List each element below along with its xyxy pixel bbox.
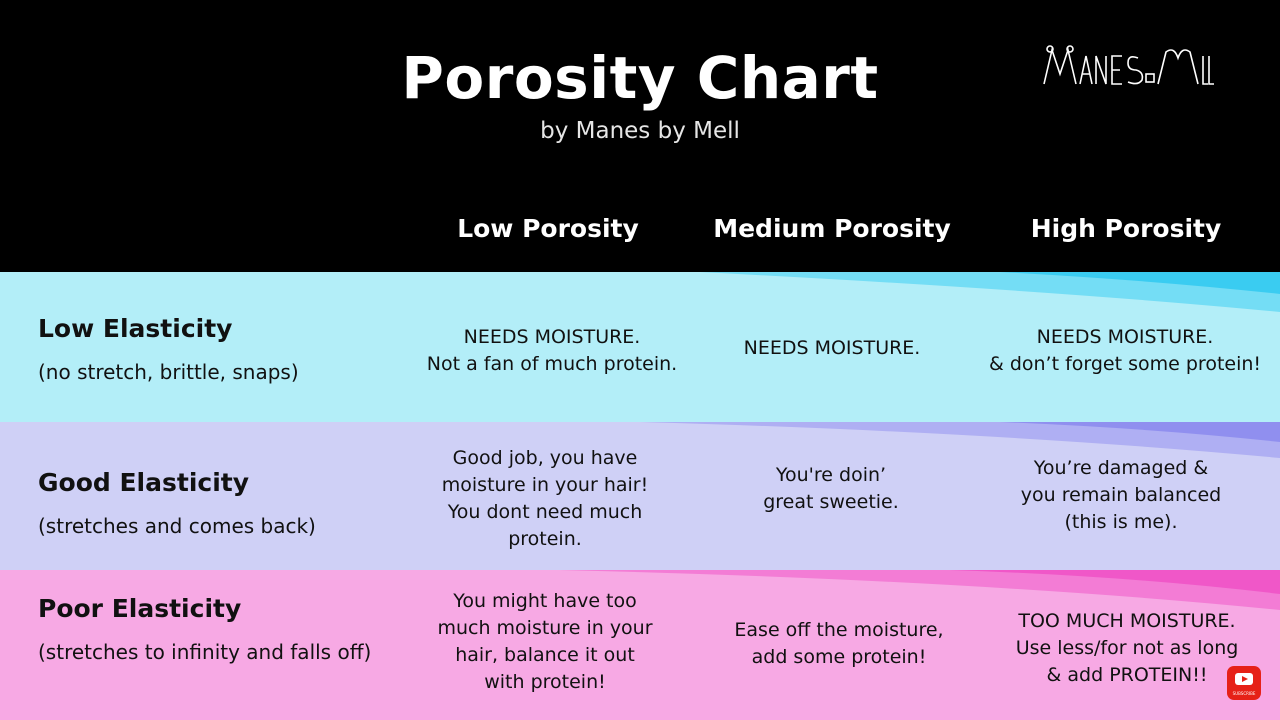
row-good-elasticity: Good Elasticity (stretches and comes bac…	[0, 422, 1280, 570]
cell-poor-elasticity-high-porosity: TOO MUCH MOISTURE. Use less/for not as l…	[1015, 610, 1239, 686]
manes-by-mell-logo	[1043, 45, 1214, 85]
youtube-subscribe-button[interactable]: SUBSCRIBE	[1227, 666, 1261, 700]
row-title: Good Elasticity	[38, 468, 250, 497]
row-title: Low Elasticity	[38, 314, 233, 343]
band-wave-decoration	[560, 570, 1280, 610]
row-subtitle: (stretches to infinity and falls off)	[38, 640, 372, 664]
cell-poor-elasticity-medium-porosity: Ease off the moisture, add some protein!	[734, 619, 944, 668]
row-subtitle: (stretches and comes back)	[38, 514, 316, 538]
column-header-low-porosity: Low Porosity	[457, 214, 639, 243]
page-subtitle: by Manes by Mell	[540, 118, 740, 144]
youtube-play-icon	[1235, 673, 1253, 685]
row-subtitle: (no stretch, brittle, snaps)	[38, 360, 299, 384]
cell-good-elasticity-low-porosity: Good job, you have moisture in your hair…	[441, 447, 649, 550]
band-wave-decoration	[700, 272, 1280, 312]
row-poor-elasticity: Poor Elasticity (stretches to infinity a…	[0, 570, 1280, 720]
cell-low-elasticity-medium-porosity: NEEDS MOISTURE.	[743, 337, 921, 359]
cell-good-elasticity-medium-porosity: You're doin’ great sweetie.	[763, 464, 899, 513]
row-low-elasticity: Low Elasticity (no stretch, brittle, sna…	[0, 272, 1280, 422]
page-title: Porosity Chart	[401, 44, 879, 112]
band-wave-decoration	[640, 422, 1280, 458]
cell-good-elasticity-high-porosity: You’re damaged & you remain balanced (th…	[1020, 457, 1222, 533]
column-header-high-porosity: High Porosity	[1030, 214, 1222, 243]
cell-low-elasticity-low-porosity: NEEDS MOISTURE. Not a fan of much protei…	[426, 326, 678, 375]
subscribe-label: SUBSCRIBE	[1232, 691, 1256, 696]
row-title: Poor Elasticity	[38, 594, 242, 623]
cell-poor-elasticity-low-porosity: You might have too much moisture in your…	[437, 590, 653, 693]
column-header-medium-porosity: Medium Porosity	[713, 214, 951, 243]
cell-low-elasticity-high-porosity: NEEDS MOISTURE. & don’t forget some prot…	[988, 326, 1262, 375]
